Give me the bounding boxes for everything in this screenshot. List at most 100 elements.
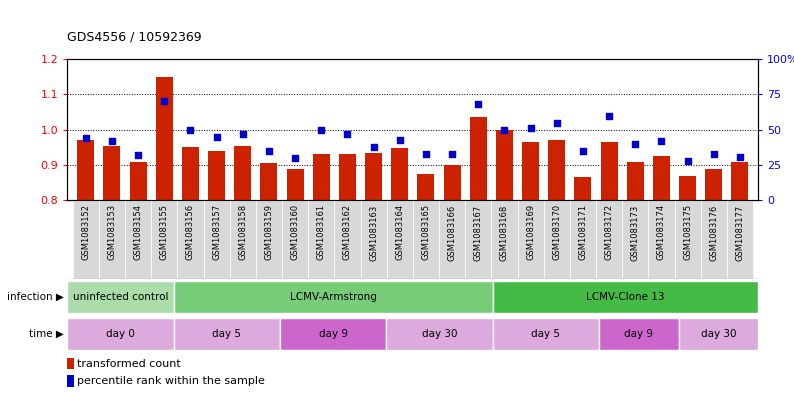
Bar <box>151 200 177 279</box>
Point <box>184 127 197 133</box>
Text: day 9: day 9 <box>624 329 653 339</box>
Bar <box>518 200 544 279</box>
Bar <box>705 169 723 200</box>
Text: day 9: day 9 <box>318 329 348 339</box>
Point <box>394 136 407 143</box>
Bar <box>418 174 434 200</box>
Point <box>132 152 145 158</box>
Point <box>681 158 694 164</box>
Text: transformed count: transformed count <box>77 359 181 369</box>
Bar <box>491 200 518 279</box>
Text: GSM1083162: GSM1083162 <box>343 204 352 261</box>
Bar <box>339 154 356 200</box>
Text: GSM1083163: GSM1083163 <box>369 204 378 261</box>
Text: GSM1083154: GSM1083154 <box>133 204 143 260</box>
Bar <box>256 200 282 279</box>
Text: GSM1083172: GSM1083172 <box>604 204 614 261</box>
Bar <box>77 140 94 200</box>
Bar <box>103 145 121 200</box>
Bar <box>679 318 758 350</box>
Text: GSM1083175: GSM1083175 <box>683 204 692 261</box>
Text: percentile rank within the sample: percentile rank within the sample <box>77 376 265 386</box>
Bar <box>99 200 125 279</box>
Text: LCMV-Armstrong: LCMV-Armstrong <box>290 292 376 302</box>
Point <box>419 151 432 157</box>
Bar <box>391 148 408 200</box>
Bar <box>308 200 334 279</box>
Point <box>498 127 511 133</box>
Bar <box>700 200 727 279</box>
Point <box>603 112 615 119</box>
Bar <box>496 130 513 200</box>
Bar <box>444 165 461 200</box>
Text: uninfected control: uninfected control <box>73 292 168 302</box>
Bar <box>229 200 256 279</box>
Text: LCMV-Clone 13: LCMV-Clone 13 <box>586 292 665 302</box>
Bar <box>334 200 360 279</box>
Point <box>734 153 746 160</box>
Point <box>655 138 668 144</box>
Point <box>237 131 249 137</box>
Bar <box>313 154 330 200</box>
Text: infection ▶: infection ▶ <box>6 292 64 302</box>
Bar <box>280 318 387 350</box>
Text: GSM1083152: GSM1083152 <box>81 204 91 260</box>
Text: day 0: day 0 <box>106 329 135 339</box>
Text: GSM1083173: GSM1083173 <box>630 204 640 261</box>
Bar <box>234 145 252 200</box>
Point <box>158 98 171 105</box>
Bar <box>439 200 465 279</box>
Bar <box>174 281 492 313</box>
Text: GSM1083153: GSM1083153 <box>107 204 117 261</box>
Bar <box>570 200 596 279</box>
Point <box>79 135 92 141</box>
Bar <box>649 200 675 279</box>
Text: GSM1083167: GSM1083167 <box>474 204 483 261</box>
Bar <box>727 200 753 279</box>
Text: day 5: day 5 <box>531 329 561 339</box>
Bar <box>574 177 592 200</box>
Text: GSM1083164: GSM1083164 <box>395 204 404 261</box>
Point <box>445 151 458 157</box>
Point <box>210 134 223 140</box>
Text: day 5: day 5 <box>213 329 241 339</box>
Bar <box>544 200 570 279</box>
Bar <box>675 200 700 279</box>
Bar <box>387 318 492 350</box>
Text: GSM1083168: GSM1083168 <box>500 204 509 261</box>
Text: GSM1083166: GSM1083166 <box>448 204 457 261</box>
Bar <box>177 200 203 279</box>
Text: GSM1083170: GSM1083170 <box>553 204 561 261</box>
Point <box>629 141 642 147</box>
Bar <box>67 281 174 313</box>
Bar <box>465 200 491 279</box>
Bar <box>679 176 696 200</box>
Bar <box>360 200 387 279</box>
Text: GSM1083171: GSM1083171 <box>579 204 588 261</box>
Bar <box>282 200 308 279</box>
Bar <box>413 200 439 279</box>
Point <box>263 148 276 154</box>
Bar <box>73 200 99 279</box>
Bar <box>129 162 147 200</box>
Bar <box>208 151 225 200</box>
Bar <box>626 162 644 200</box>
Bar <box>125 200 151 279</box>
Point <box>707 151 720 157</box>
Text: GSM1083157: GSM1083157 <box>212 204 222 261</box>
Text: GSM1083177: GSM1083177 <box>735 204 745 261</box>
Text: GSM1083165: GSM1083165 <box>422 204 430 261</box>
Point <box>341 131 354 137</box>
Point <box>524 125 537 131</box>
Bar <box>182 147 199 200</box>
Text: GSM1083159: GSM1083159 <box>264 204 273 260</box>
Point <box>289 155 302 161</box>
Bar <box>549 140 565 200</box>
Point <box>368 143 380 150</box>
Bar <box>522 142 539 200</box>
Bar <box>470 117 487 200</box>
Bar <box>653 156 670 200</box>
Bar <box>67 375 74 387</box>
Bar <box>156 77 173 200</box>
Bar <box>287 169 303 200</box>
